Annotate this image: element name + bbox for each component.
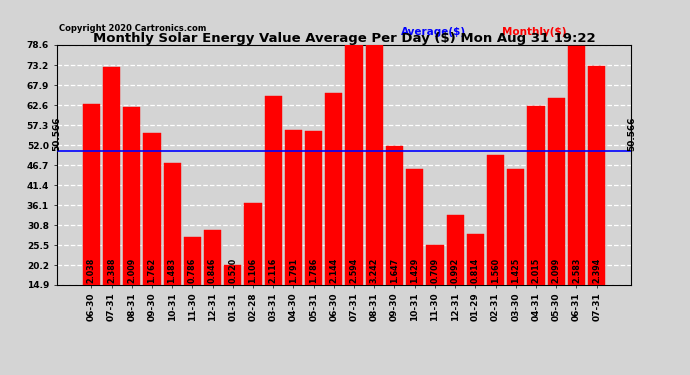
Text: 50.566: 50.566: [52, 116, 61, 151]
Bar: [466, 234, 484, 285]
Text: 1.483: 1.483: [168, 258, 177, 283]
Text: 0.814: 0.814: [471, 258, 480, 283]
Bar: [426, 245, 444, 285]
Text: 1.425: 1.425: [511, 258, 520, 283]
Text: 0.520: 0.520: [228, 258, 237, 283]
Text: 2.009: 2.009: [127, 258, 136, 283]
Text: Average($): Average($): [402, 27, 466, 37]
Text: 50.566: 50.566: [627, 116, 636, 151]
Bar: [123, 107, 140, 285]
Text: Monthly($): Monthly($): [502, 27, 566, 37]
Text: 2.144: 2.144: [329, 258, 338, 283]
Text: 1.762: 1.762: [148, 258, 157, 283]
Text: 1.791: 1.791: [289, 258, 298, 283]
Bar: [83, 104, 100, 285]
Bar: [184, 237, 201, 285]
Text: 2.388: 2.388: [107, 258, 116, 283]
Bar: [487, 155, 504, 285]
Text: 2.583: 2.583: [572, 258, 581, 283]
Bar: [527, 106, 544, 285]
Text: 2.015: 2.015: [531, 258, 540, 283]
Bar: [406, 169, 423, 285]
Text: Copyright 2020 Cartronics.com: Copyright 2020 Cartronics.com: [59, 24, 206, 33]
Text: 2.594: 2.594: [350, 258, 359, 283]
Text: 0.786: 0.786: [188, 258, 197, 283]
Bar: [265, 96, 282, 285]
Text: 0.846: 0.846: [208, 258, 217, 283]
Text: 2.116: 2.116: [268, 258, 277, 283]
Text: 3.242: 3.242: [370, 258, 379, 283]
Bar: [507, 169, 524, 285]
Bar: [305, 131, 322, 285]
Text: 0.709: 0.709: [431, 258, 440, 283]
Text: 2.099: 2.099: [552, 258, 561, 283]
Text: 2.038: 2.038: [87, 258, 96, 283]
Text: 1.786: 1.786: [309, 258, 318, 283]
Bar: [588, 66, 605, 285]
Bar: [548, 98, 565, 285]
Bar: [204, 231, 221, 285]
Text: 1.106: 1.106: [248, 258, 257, 283]
Bar: [568, 46, 585, 285]
Bar: [366, 0, 383, 285]
Bar: [224, 265, 241, 285]
Bar: [244, 203, 262, 285]
Bar: [164, 163, 181, 285]
Title: Monthly Solar Energy Value Average Per Day ($) Mon Aug 31 19:22: Monthly Solar Energy Value Average Per D…: [92, 32, 595, 45]
Bar: [325, 93, 342, 285]
Bar: [386, 146, 403, 285]
Bar: [144, 134, 161, 285]
Text: 0.992: 0.992: [451, 258, 460, 283]
Bar: [285, 130, 302, 285]
Text: 2.394: 2.394: [592, 258, 601, 283]
Text: 1.647: 1.647: [390, 258, 399, 283]
Bar: [103, 67, 120, 285]
Bar: [346, 45, 363, 285]
Text: 1.429: 1.429: [411, 258, 420, 283]
Bar: [446, 215, 464, 285]
Text: 1.560: 1.560: [491, 258, 500, 283]
